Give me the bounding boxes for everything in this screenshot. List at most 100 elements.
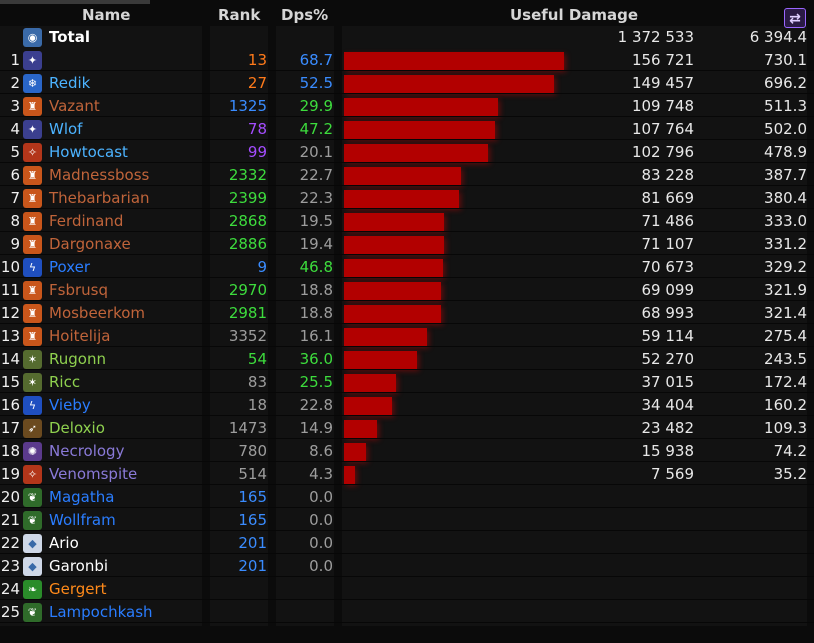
player-dps-pct xyxy=(278,578,333,600)
player-name[interactable]: Necrology xyxy=(49,442,125,460)
player-name[interactable]: Venomspite xyxy=(49,465,138,483)
player-name[interactable]: Ricc xyxy=(49,373,81,391)
table-row[interactable]: 5 ✧ Howtocast 99 20.1 102 796 478.9 xyxy=(0,141,814,163)
player-name[interactable]: Thebarbarian xyxy=(49,189,150,207)
player-name[interactable]: Magatha xyxy=(49,488,115,506)
table-row[interactable]: 2 ❄ Redik 27 52.5 149 457 696.2 xyxy=(0,72,814,94)
row-divider xyxy=(0,530,814,531)
row-index: 25 xyxy=(0,603,20,621)
table-row[interactable]: 16 ϟ Vieby 18 22.8 34 404 160.2 xyxy=(0,394,814,416)
damage-bar-track xyxy=(344,328,564,346)
row-index: 6 xyxy=(10,166,20,184)
player-rank: 27 xyxy=(247,74,267,92)
damage-bar xyxy=(344,52,564,70)
shadow-icon: ✺ xyxy=(23,442,42,461)
row-divider xyxy=(0,438,814,439)
player-name[interactable]: Lampochkash xyxy=(49,603,153,621)
table-row[interactable]: 11 ♜ Fsbrusq 2970 18.8 69 099 321.9 xyxy=(0,279,814,301)
player-name[interactable]: Gergert xyxy=(49,580,107,598)
player-name[interactable]: Hoitelija xyxy=(49,327,111,345)
row-divider xyxy=(0,277,814,278)
table-row[interactable]: 14 ✶ Rugonn 54 36.0 52 270 243.5 xyxy=(0,348,814,370)
player-name[interactable]: Dargonaxe xyxy=(49,235,131,253)
table-row[interactable]: 3 ♜ Vazant 1325 29.9 109 748 511.3 xyxy=(0,95,814,117)
player-damage xyxy=(566,578,694,600)
table-row[interactable]: 7 ♜ Thebarbarian 2399 22.3 81 669 380.4 xyxy=(0,187,814,209)
player-rank: 201 xyxy=(238,557,267,575)
player-rank: 2332 xyxy=(228,166,267,184)
row-index: 1 xyxy=(10,51,20,69)
player-dps xyxy=(696,509,807,531)
player-dps: 74.2 xyxy=(773,442,807,460)
damage-bar-track xyxy=(344,466,564,484)
player-damage: 59 114 xyxy=(641,327,695,345)
table-row[interactable]: 13 ♜ Hoitelija 3352 16.1 59 114 275.4 xyxy=(0,325,814,347)
warrior-helm-icon: ♜ xyxy=(23,97,42,116)
player-name[interactable]: Deloxio xyxy=(49,419,105,437)
frost-icon: ❄ xyxy=(23,74,42,93)
table-row[interactable]: 23 ◆ Garonbi 201 0.0 xyxy=(0,555,814,577)
swap-arrows-icon[interactable]: ⇄ xyxy=(784,8,806,28)
player-name[interactable]: Mosbeerkom xyxy=(49,304,146,322)
table-row[interactable]: 12 ♜ Mosbeerkom 2981 18.8 68 993 321.4 xyxy=(0,302,814,324)
player-name[interactable]: Fsbrusq xyxy=(49,281,108,299)
row-index: 22 xyxy=(0,534,20,552)
damage-bar-track xyxy=(344,489,564,507)
player-name[interactable]: Vazant xyxy=(49,97,100,115)
player-name[interactable]: Rugonn xyxy=(49,350,106,368)
header-useful-damage[interactable]: Useful Damage xyxy=(510,6,639,24)
damage-bar-track xyxy=(344,420,564,438)
nature-icon: ❦ xyxy=(23,511,42,530)
header-name[interactable]: Name xyxy=(82,6,131,24)
table-row[interactable]: 17 ➶ Deloxio 1473 14.9 23 482 109.3 xyxy=(0,417,814,439)
row-divider xyxy=(0,323,814,324)
player-name[interactable]: Madnessboss xyxy=(49,166,150,184)
player-dps-pct: 19.5 xyxy=(299,212,333,230)
player-name[interactable]: Garonbi xyxy=(49,557,109,575)
row-index: 14 xyxy=(0,350,20,368)
damage-bar-track xyxy=(344,512,564,530)
player-name[interactable]: Poxer xyxy=(49,258,91,276)
player-name[interactable] xyxy=(49,49,199,71)
player-damage xyxy=(566,601,694,623)
damage-bar-track xyxy=(344,443,564,461)
player-name[interactable]: Ario xyxy=(49,534,79,552)
player-dps-pct xyxy=(278,601,333,623)
table-row[interactable]: 10 ϟ Poxer 9 46.8 70 673 329.2 xyxy=(0,256,814,278)
table-row[interactable]: 1 ✦ 13 68.7 156 721 730.1 xyxy=(0,49,814,71)
table-row[interactable]: 20 ❦ Magatha 165 0.0 xyxy=(0,486,814,508)
header-rank[interactable]: Rank xyxy=(218,6,261,24)
player-rank: 54 xyxy=(247,350,267,368)
player-damage: 7 569 xyxy=(651,465,694,483)
table-row[interactable]: 6 ♜ Madnessboss 2332 22.7 83 228 387.7 xyxy=(0,164,814,186)
table-row[interactable]: 19 ✧ Venomspite 514 4.3 7 569 35.2 xyxy=(0,463,814,485)
table-row[interactable]: 21 ❦ Wollfram 165 0.0 xyxy=(0,509,814,531)
damage-bar-track xyxy=(344,558,564,576)
table-row[interactable]: 18 ✺ Necrology 780 8.6 15 938 74.2 xyxy=(0,440,814,462)
table-row[interactable]: 22 ◆ Ario 201 0.0 xyxy=(0,532,814,554)
player-damage: 71 107 xyxy=(641,235,695,253)
table-row[interactable]: 8 ♜ Ferdinand 2868 19.5 71 486 333.0 xyxy=(0,210,814,232)
player-rank: 83 xyxy=(247,373,267,391)
table-row[interactable]: 4 ✦ Wlof 78 47.2 107 764 502.0 xyxy=(0,118,814,140)
player-name[interactable]: Redik xyxy=(49,74,91,92)
player-name[interactable]: Wlof xyxy=(49,120,83,138)
window-top-strip xyxy=(0,0,150,4)
table-row[interactable]: 25 ❦ Lampochkash xyxy=(0,601,814,623)
player-rank: 514 xyxy=(238,465,267,483)
header-dps-pct[interactable]: Dps% xyxy=(281,6,329,24)
player-name[interactable]: Howtocast xyxy=(49,143,128,161)
player-name[interactable]: Wollfram xyxy=(49,511,116,529)
player-rank: 2399 xyxy=(228,189,267,207)
damage-bar-track xyxy=(344,259,564,277)
row-divider xyxy=(0,507,814,508)
table-row[interactable]: 9 ♜ Dargonaxe 2886 19.4 71 107 331.2 xyxy=(0,233,814,255)
player-dps: 730.1 xyxy=(764,51,807,69)
player-dps xyxy=(696,578,807,600)
table-row[interactable]: 24 ❧ Gergert xyxy=(0,578,814,600)
table-row[interactable]: 15 ✶ Ricc 83 25.5 37 015 172.4 xyxy=(0,371,814,393)
player-dps-pct: 8.6 xyxy=(309,442,333,460)
player-name[interactable]: Ferdinand xyxy=(49,212,124,230)
beast-icon: ✶ xyxy=(23,373,42,392)
player-name[interactable]: Vieby xyxy=(49,396,91,414)
